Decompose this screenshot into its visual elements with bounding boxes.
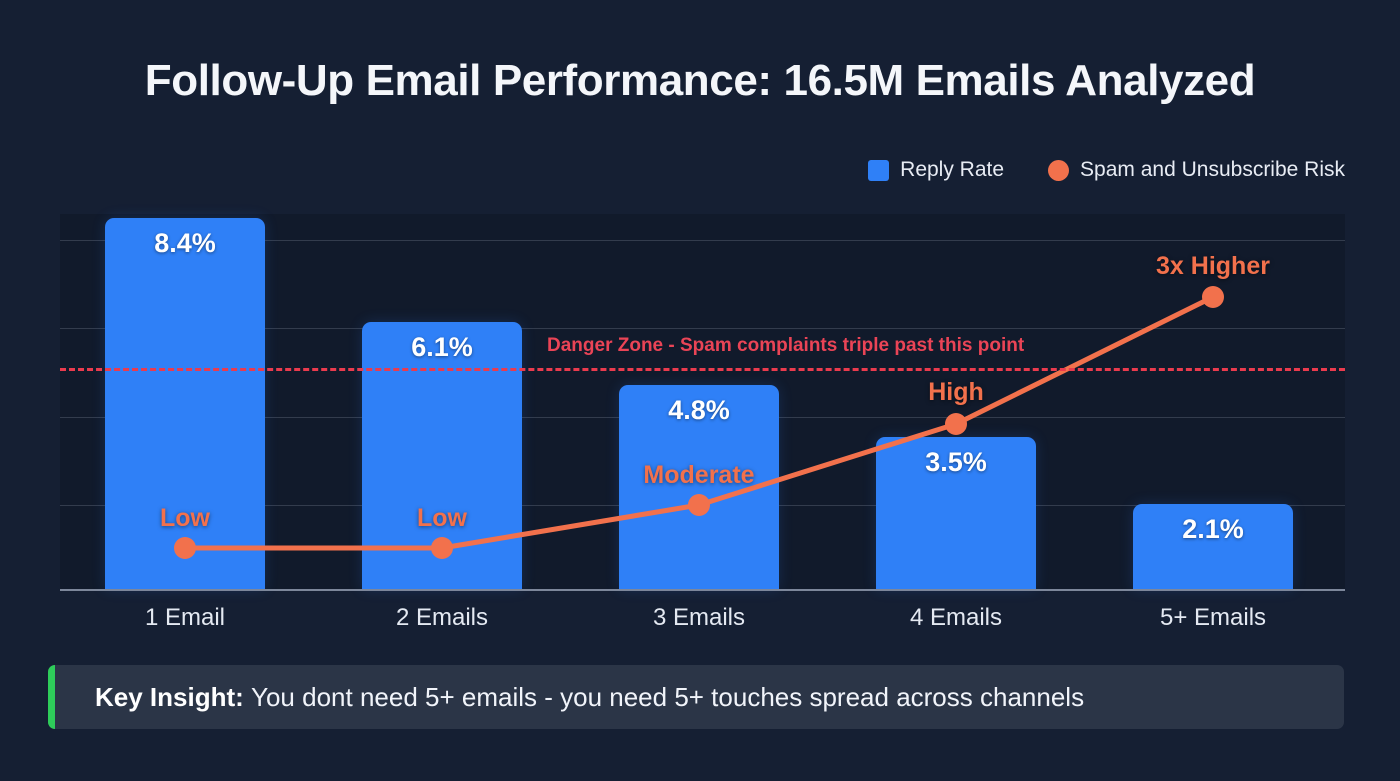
key-insight-body: You dont need 5+ emails - you need 5+ to… xyxy=(251,681,1085,712)
danger-zone-threshold-line xyxy=(60,368,1345,371)
risk-label-2: Low xyxy=(417,504,467,532)
legend-item-spam-risk[interactable]: Spam and Unsubscribe Risk xyxy=(1048,158,1345,182)
legend-item-reply-rate[interactable]: Reply Rate xyxy=(868,158,1004,182)
xtick-2-emails: 2 Emails xyxy=(395,604,489,631)
key-insight-label: Key Insight: xyxy=(95,681,252,712)
risk-label-1: Low xyxy=(160,504,210,532)
x-axis-line xyxy=(60,589,1345,591)
square-swatch-icon xyxy=(868,159,890,181)
risk-label-3: Moderate xyxy=(643,461,755,489)
plot-area: 8.4% 6.1% 4.8% 3.5% 2.1% Low Low Moderat… xyxy=(60,214,1345,591)
x-axis-labels: 1 Email 2 Emails 3 Emails 4 Emails 5+ Em… xyxy=(60,604,1345,644)
legend-label-spam-risk: Spam and Unsubscribe Risk xyxy=(1080,158,1345,181)
page-title: Follow-Up Email Performance: 16.5M Email… xyxy=(144,56,1256,105)
legend-label-reply-rate: Reply Rate xyxy=(900,158,1005,181)
xtick-5plus-emails: 5+ Emails xyxy=(1159,604,1267,631)
bar-1-email[interactable] xyxy=(105,218,265,589)
bar-value-5plus-emails: 2.1% xyxy=(1182,514,1244,544)
accent-bar xyxy=(48,665,55,729)
gridline xyxy=(60,240,1345,241)
risk-point-5[interactable] xyxy=(1202,286,1224,308)
circle-swatch-icon xyxy=(1048,159,1070,181)
key-insight-banner: Key Insight: You dont need 5+ emails - y… xyxy=(48,665,1344,729)
xtick-3-emails: 3 Emails xyxy=(652,604,746,631)
xtick-4-emails: 4 Emails xyxy=(909,604,1003,631)
risk-label-5: 3x Higher xyxy=(1156,252,1270,280)
bar-value-1-email: 8.4% xyxy=(154,228,216,258)
xtick-1-email: 1 Email xyxy=(144,604,226,631)
bar-value-3-emails: 4.8% xyxy=(668,395,730,425)
chart-legend: Reply Rate Spam and Unsubscribe Risk xyxy=(868,158,1345,182)
bar-value-2-emails: 6.1% xyxy=(411,332,473,362)
bar-value-4-emails: 3.5% xyxy=(925,447,987,477)
danger-zone-label: Danger Zone - Spam complaints triple pas… xyxy=(547,335,1025,356)
key-insight-text: Key Insight: You dont need 5+ emails - y… xyxy=(55,682,1084,713)
risk-label-4: High xyxy=(928,378,984,406)
